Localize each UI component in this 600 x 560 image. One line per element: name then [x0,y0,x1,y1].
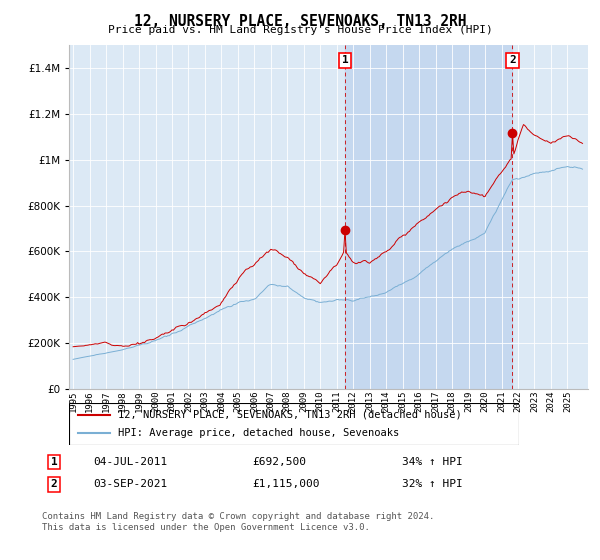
Text: 04-JUL-2011: 04-JUL-2011 [93,457,167,467]
Text: £1,115,000: £1,115,000 [252,479,320,489]
Text: Contains HM Land Registry data © Crown copyright and database right 2024.
This d: Contains HM Land Registry data © Crown c… [42,512,434,532]
Text: 2: 2 [509,55,516,66]
Text: 1: 1 [50,457,58,467]
Text: £692,500: £692,500 [252,457,306,467]
Text: 12, NURSERY PLACE, SEVENOAKS, TN13 2RH (detached house): 12, NURSERY PLACE, SEVENOAKS, TN13 2RH (… [119,410,462,420]
Text: 34% ↑ HPI: 34% ↑ HPI [402,457,463,467]
Text: 1: 1 [341,55,349,66]
Text: 03-SEP-2021: 03-SEP-2021 [93,479,167,489]
Text: 12, NURSERY PLACE, SEVENOAKS, TN13 2RH: 12, NURSERY PLACE, SEVENOAKS, TN13 2RH [134,14,466,29]
Text: 2: 2 [50,479,58,489]
Text: Price paid vs. HM Land Registry's House Price Index (HPI): Price paid vs. HM Land Registry's House … [107,25,493,35]
Text: 32% ↑ HPI: 32% ↑ HPI [402,479,463,489]
Text: HPI: Average price, detached house, Sevenoaks: HPI: Average price, detached house, Seve… [119,428,400,438]
Bar [345,45,512,389]
